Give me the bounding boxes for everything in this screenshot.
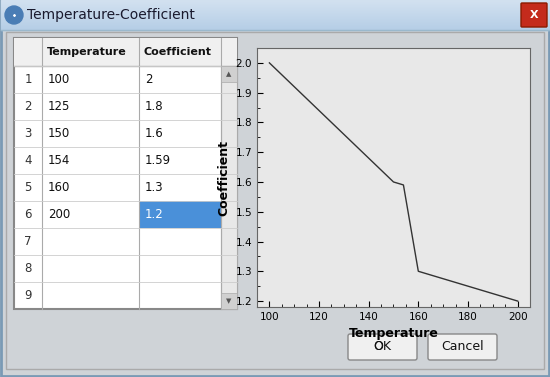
Bar xyxy=(1,9,549,10)
Bar xyxy=(1,22,549,23)
FancyBboxPatch shape xyxy=(428,334,497,360)
Bar xyxy=(1,2,549,3)
FancyBboxPatch shape xyxy=(521,3,547,27)
Bar xyxy=(1,27,549,28)
Text: 3: 3 xyxy=(24,127,32,140)
Text: 160: 160 xyxy=(48,181,70,194)
Bar xyxy=(221,66,237,309)
Circle shape xyxy=(5,6,23,24)
Text: Temperature-Coefficient: Temperature-Coefficient xyxy=(27,8,195,22)
Bar xyxy=(1,4,549,5)
Text: OK: OK xyxy=(373,340,392,354)
Bar xyxy=(1,20,549,21)
Text: Coefficient: Coefficient xyxy=(144,47,212,57)
Bar xyxy=(221,293,237,309)
Text: 7: 7 xyxy=(24,235,32,248)
Text: X: X xyxy=(530,10,538,20)
Text: 8: 8 xyxy=(24,262,32,275)
Text: 2: 2 xyxy=(24,100,32,113)
Text: 150: 150 xyxy=(48,127,70,140)
Bar xyxy=(1,24,549,25)
Bar xyxy=(1,15,549,16)
Text: O: O xyxy=(373,340,383,354)
Y-axis label: Coefficient: Coefficient xyxy=(217,139,230,216)
Text: 1.8: 1.8 xyxy=(145,100,164,113)
X-axis label: Temperature: Temperature xyxy=(349,327,438,340)
Text: Cancel: Cancel xyxy=(441,340,484,354)
Bar xyxy=(1,25,549,26)
Text: 100: 100 xyxy=(48,73,70,86)
Bar xyxy=(1,8,549,9)
Bar xyxy=(1,26,549,27)
Text: 4: 4 xyxy=(24,154,32,167)
Text: 1.59: 1.59 xyxy=(145,154,171,167)
Bar xyxy=(1,6,549,7)
Bar xyxy=(1,0,549,1)
Text: 125: 125 xyxy=(48,100,70,113)
Bar xyxy=(1,16,549,17)
Bar xyxy=(1,29,549,30)
Bar xyxy=(1,19,549,20)
Bar xyxy=(1,23,549,24)
Bar xyxy=(1,14,549,15)
Bar xyxy=(1,17,549,18)
Text: 1: 1 xyxy=(24,73,32,86)
Bar xyxy=(1,10,549,11)
Text: 1.6: 1.6 xyxy=(145,127,164,140)
Bar xyxy=(1,21,549,22)
Text: 200: 200 xyxy=(48,208,70,221)
Bar xyxy=(1,1,549,2)
FancyBboxPatch shape xyxy=(348,334,417,360)
Bar xyxy=(1,28,549,29)
Text: 154: 154 xyxy=(48,154,70,167)
Text: 6: 6 xyxy=(24,208,32,221)
Bar xyxy=(1,7,549,8)
Bar xyxy=(139,201,221,228)
Bar xyxy=(221,66,237,82)
Bar xyxy=(1,12,549,13)
Bar xyxy=(14,38,237,309)
Bar xyxy=(1,18,549,19)
Text: ▼: ▼ xyxy=(226,298,232,304)
Text: 5: 5 xyxy=(24,181,32,194)
Bar xyxy=(6,32,544,369)
Text: 9: 9 xyxy=(24,289,32,302)
Text: ▲: ▲ xyxy=(226,71,232,77)
Bar xyxy=(1,13,549,14)
Text: 1.2: 1.2 xyxy=(145,208,164,221)
Text: 2: 2 xyxy=(145,73,152,86)
Bar xyxy=(14,38,237,66)
Bar xyxy=(1,11,549,12)
Text: Temperature: Temperature xyxy=(47,47,127,57)
Bar xyxy=(1,3,549,4)
Bar xyxy=(1,5,549,6)
Text: 1.3: 1.3 xyxy=(145,181,164,194)
